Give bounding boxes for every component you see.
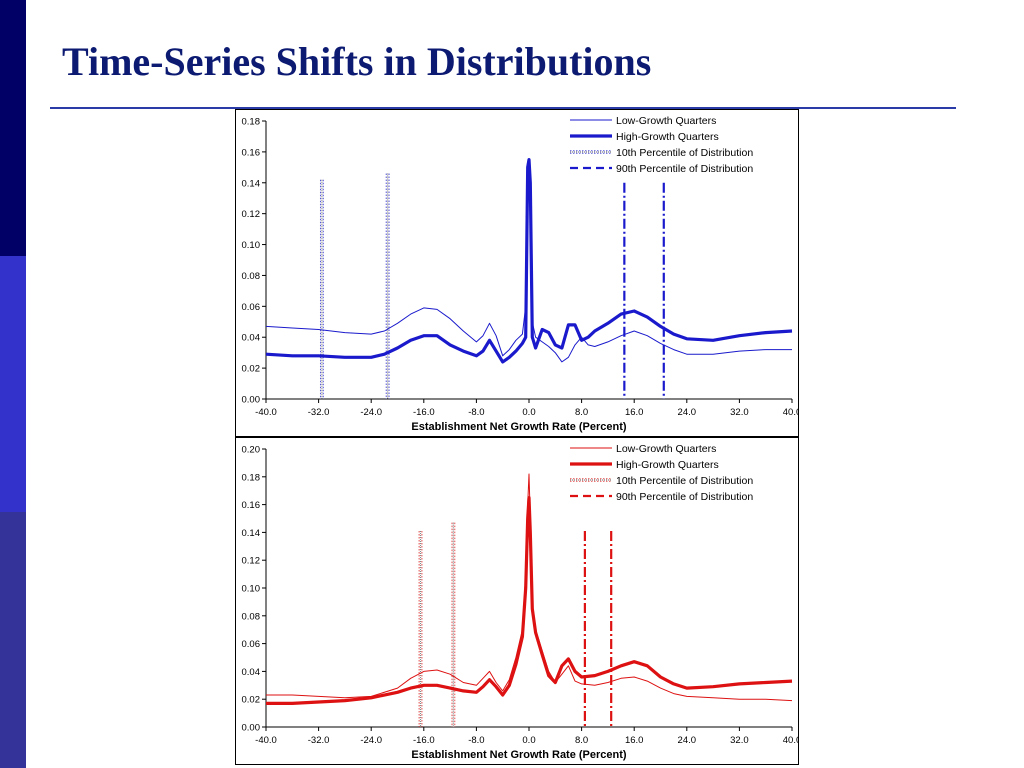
x-axis-label: Establishment Net Growth Rate (Percent) — [411, 749, 626, 761]
x-tick-label: 24.0 — [678, 735, 697, 746]
x-tick-label: 40.0 — [783, 735, 798, 746]
x-tick-label: 8.0 — [575, 735, 588, 746]
y-tick-label: 0.08 — [242, 271, 261, 282]
x-tick-label: 24.0 — [678, 407, 697, 418]
y-tick-label: 0.12 — [242, 556, 261, 567]
y-tick-label: 0.10 — [242, 584, 261, 595]
x-tick-label: -24.0 — [360, 735, 382, 746]
legend-label: Low-Growth Quarters — [616, 115, 716, 127]
x-tick-label: -8.0 — [468, 407, 484, 418]
y-tick-label: 0.04 — [242, 333, 261, 344]
y-tick-label: 0.04 — [242, 667, 261, 678]
chart-panel-bottom: 0.00 0.02 0.04 0.06 0.08 0.10 0.12 0.14 0.16 0.18… — [235, 437, 799, 765]
x-tick-label: -32.0 — [308, 735, 330, 746]
legend-label: High-Growth Quarters — [616, 459, 719, 471]
slide-title: Time-Series Shifts in Distributions — [62, 39, 652, 84]
y-tick-label: 0.08 — [242, 611, 261, 622]
sidebar-color-bar — [0, 0, 26, 768]
y-tick-label: 0.06 — [242, 302, 261, 313]
legend-label: 90th Percentile of Distribution — [616, 491, 753, 503]
high-growth-line — [265, 157, 793, 364]
y-tick-label: 0.06 — [242, 639, 261, 650]
y-tick-label: 0.12 — [242, 209, 261, 220]
x-tick-label: 0.0 — [522, 735, 535, 746]
x-tick-label: 8.0 — [575, 407, 588, 418]
y-tick-label: 0.18 — [242, 117, 261, 128]
y-tick-label: 0.18 — [242, 472, 261, 483]
x-tick-label: 32.0 — [730, 407, 749, 418]
title-underline — [50, 107, 956, 109]
x-axis-label: Establishment Net Growth Rate (Percent) — [411, 421, 626, 433]
x-tick-label: 32.0 — [730, 735, 749, 746]
x-tick-label: 0.0 — [522, 407, 535, 418]
legend-label: 90th Percentile of Distribution — [616, 163, 753, 175]
y-tick-label: 0.02 — [242, 364, 261, 375]
x-tick-label: -16.0 — [413, 407, 435, 418]
x-tick-label: -40.0 — [255, 407, 277, 418]
y-tick-label: 0.02 — [242, 695, 261, 706]
x-tick-label: -40.0 — [255, 735, 277, 746]
legend-label: High-Growth Quarters — [616, 131, 719, 143]
chart-panel-top: 0.00 0.02 0.04 0.06 0.08 0.10 0.12 0.14 0.16 0.18… — [235, 109, 799, 437]
x-tick-label: -32.0 — [308, 407, 330, 418]
y-tick-label: 0.00 — [242, 723, 261, 734]
y-tick-label: 0.14 — [242, 528, 261, 539]
y-tick-label: 0.10 — [242, 240, 261, 251]
y-tick-label: 0.16 — [242, 500, 261, 511]
y-tick-label: 0.20 — [242, 445, 261, 456]
y-tick-label: 0.14 — [242, 178, 261, 189]
high-growth-line — [266, 496, 793, 705]
x-tick-label: 40.0 — [783, 407, 798, 418]
sidebar-block-bottom — [0, 512, 26, 768]
y-tick-label: 0.00 — [242, 395, 261, 406]
x-tick-label: 16.0 — [625, 407, 644, 418]
sidebar-block-middle — [0, 256, 26, 512]
legend-label: 10th Percentile of Distribution — [616, 475, 753, 487]
y-tick-label: 0.16 — [242, 147, 261, 158]
sidebar-block-top — [0, 0, 26, 256]
chart-top-svg: 0.00 0.02 0.04 0.06 0.08 0.10 0.12 0.14 0.16 0.18… — [242, 115, 799, 433]
x-tick-label: -8.0 — [468, 735, 484, 746]
x-tick-label: -16.0 — [413, 735, 435, 746]
x-tick-label: 16.0 — [625, 735, 644, 746]
x-tick-label: -24.0 — [360, 407, 382, 418]
chart-bottom-svg: 0.00 0.02 0.04 0.06 0.08 0.10 0.12 0.14 0.16 0.18… — [242, 443, 799, 761]
legend-label: Low-Growth Quarters — [616, 443, 716, 455]
legend-label: 10th Percentile of Distribution — [616, 147, 753, 159]
